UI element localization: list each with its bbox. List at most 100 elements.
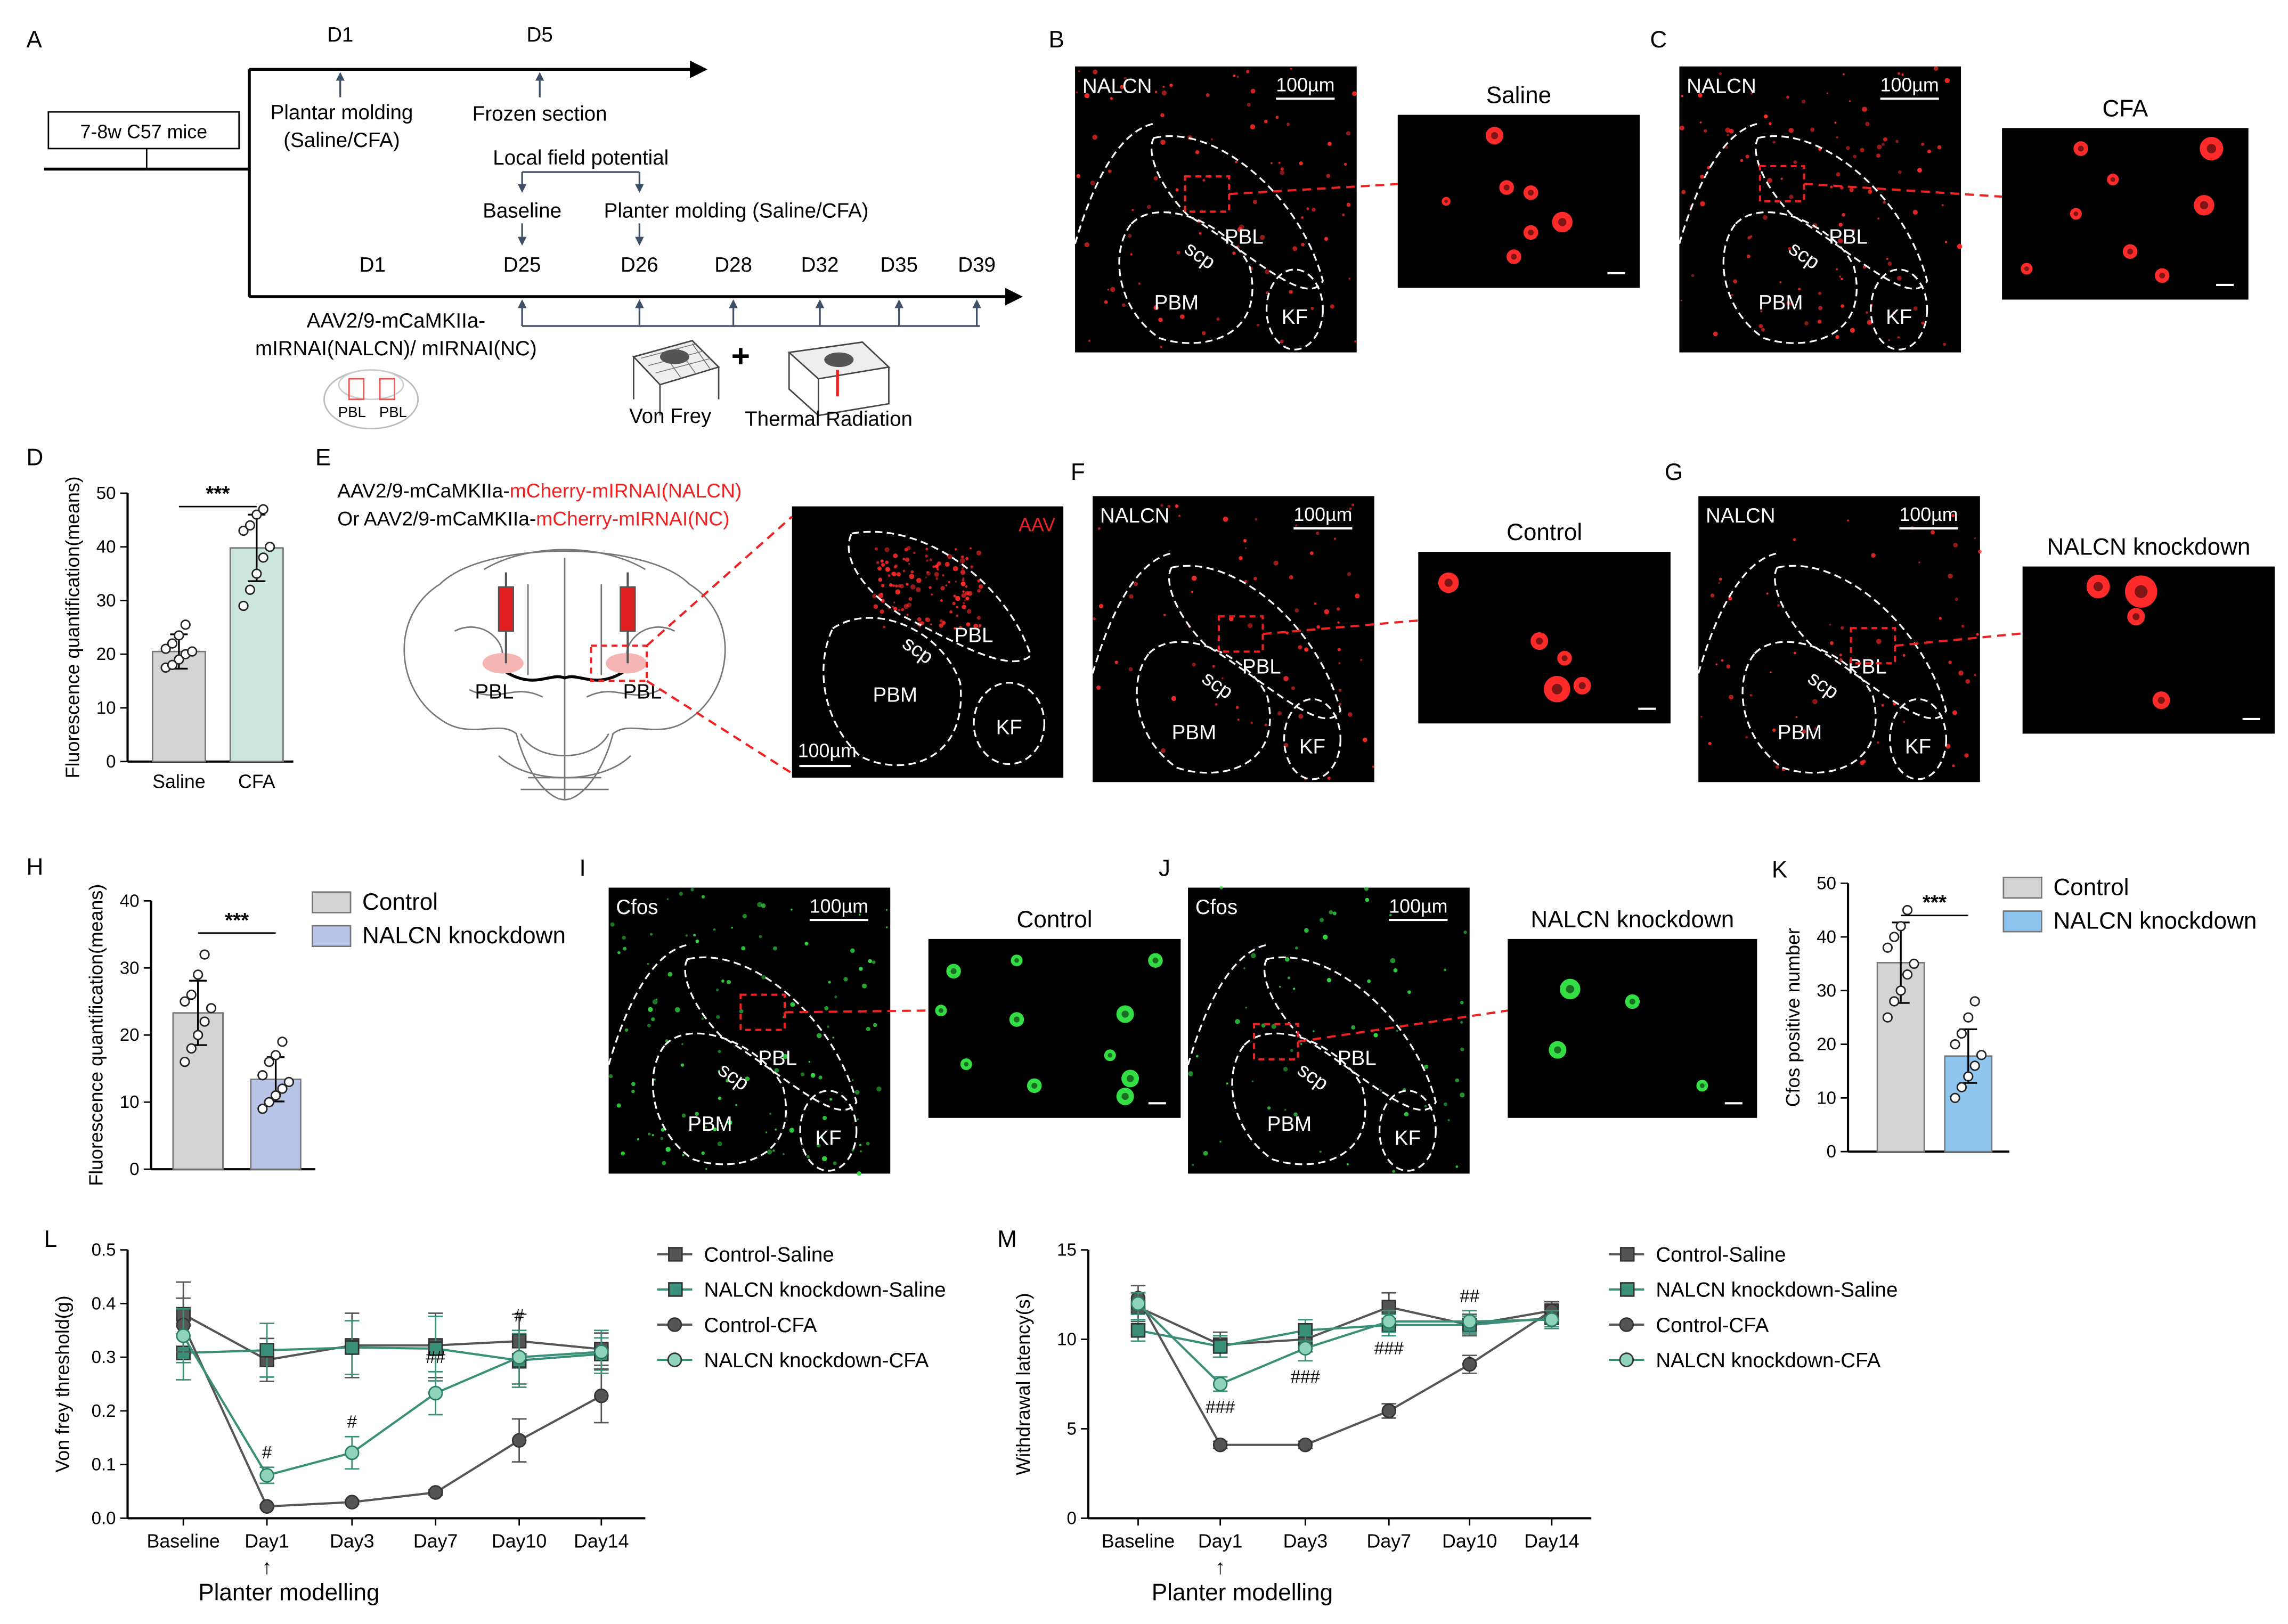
- channel-label: Cfos: [616, 896, 658, 919]
- signal-dot: [1167, 504, 1171, 508]
- marker: [428, 1341, 443, 1356]
- signal-dot: [1777, 604, 1780, 607]
- outline: [607, 944, 688, 1065]
- signal-dot: [1178, 515, 1181, 517]
- signal-dot: [908, 597, 913, 601]
- inset-title: Control: [1017, 907, 1093, 933]
- signal-dot: [1195, 150, 1200, 154]
- signal-dot: [1278, 161, 1281, 164]
- signal-dot: [893, 553, 898, 558]
- signal-dot: [818, 1075, 823, 1080]
- signal-dot: [775, 1128, 777, 1131]
- signal-dot: [1123, 77, 1127, 80]
- signal-dot: [1192, 1163, 1194, 1166]
- tick-label: 5: [1066, 1418, 1076, 1438]
- marker: [1298, 1341, 1313, 1356]
- pbm-outline: [1741, 641, 1877, 774]
- signal-dot: [1802, 729, 1806, 734]
- signal-dot: [885, 560, 889, 565]
- inset-title: NALCN knockdown: [1530, 907, 1734, 933]
- signal-dot: [617, 951, 621, 954]
- series-line: [183, 1346, 601, 1362]
- pbl-outline: [1168, 565, 1342, 720]
- micrograph: [1093, 496, 1374, 782]
- signal-dot: [1953, 542, 1958, 548]
- signal-dot: [1362, 737, 1367, 742]
- cell-center: [1444, 578, 1453, 587]
- signal-dot: [1316, 532, 1320, 535]
- cell-center: [1561, 655, 1568, 662]
- signal-dot: [1250, 124, 1256, 129]
- signal-dot: [1895, 140, 1899, 143]
- category-label: CFA: [238, 771, 275, 792]
- signal-dot: [881, 584, 885, 587]
- marker: [1130, 1296, 1146, 1311]
- day-label: D28: [714, 254, 752, 276]
- signal-dot: [651, 1017, 655, 1022]
- data-point: [245, 520, 256, 531]
- signal-dot: [1829, 623, 1831, 626]
- signal-dot: [1761, 328, 1765, 332]
- panel-label: A: [27, 27, 43, 53]
- signal-dot: [1176, 250, 1180, 255]
- signal-dot: [824, 1006, 829, 1010]
- signal-dot: [1728, 597, 1732, 601]
- signal-dot: [978, 584, 983, 589]
- signal-dot: [1161, 90, 1167, 96]
- panel-label: M: [997, 1226, 1017, 1252]
- signal-dot: [1786, 301, 1791, 305]
- von-frey-label: Von Frey: [629, 405, 712, 428]
- signal-dot: [735, 1104, 738, 1106]
- signal-dot: [1289, 575, 1293, 580]
- signal-dot: [1836, 136, 1838, 139]
- day-label: D39: [958, 254, 996, 276]
- panel-label: I: [580, 855, 586, 882]
- signal-dot: [1841, 278, 1843, 281]
- signal-dot: [757, 902, 762, 908]
- signal-dot: [631, 1082, 636, 1087]
- signal-dot: [1789, 194, 1794, 199]
- tick-label: 40: [120, 891, 140, 910]
- x-tick-label: Day1: [245, 1530, 289, 1552]
- thermal-label: Thermal Radiation: [745, 407, 913, 430]
- marker: [345, 1445, 360, 1460]
- svg-text:PBL: PBL: [379, 404, 407, 420]
- signal-dot: [1776, 765, 1779, 769]
- signal-dot: [1179, 314, 1185, 319]
- signal-dot: [1271, 1024, 1276, 1029]
- svg-text:PBL: PBL: [475, 680, 514, 703]
- signal-dot: [1699, 121, 1702, 124]
- series-line: [1137, 1297, 1553, 1446]
- signal-dot: [667, 972, 673, 977]
- signal-dot: [1280, 167, 1284, 171]
- signal-dot: [1786, 95, 1789, 99]
- cell-center: [1528, 190, 1534, 196]
- tick-label: 0: [1827, 1141, 1836, 1161]
- marker: [1462, 1314, 1477, 1329]
- signal-dot: [1877, 741, 1879, 744]
- signal-dot: [1199, 232, 1202, 235]
- signal-dot: [1337, 648, 1341, 651]
- region-label: PBL: [1242, 655, 1281, 678]
- signal-dot: [680, 1063, 685, 1067]
- signal-dot: [1842, 213, 1846, 217]
- signal-dot: [1285, 631, 1289, 635]
- pbm-outline: [823, 617, 962, 766]
- svg-text:PBL: PBL: [623, 680, 662, 703]
- signal-dot: [1188, 1071, 1193, 1076]
- signal-dot: [883, 625, 886, 629]
- signal-dot: [874, 547, 878, 551]
- signal-dot: [961, 593, 966, 598]
- signal-dot: [682, 1154, 685, 1156]
- signal-dot: [1346, 1163, 1349, 1166]
- legend-marker: [1619, 1282, 1635, 1297]
- region-label: KF: [1886, 306, 1912, 329]
- signal-dot: [834, 995, 837, 999]
- signal-dot: [1868, 189, 1872, 194]
- data-point: [258, 552, 268, 563]
- data-point: [193, 969, 203, 980]
- data-point: [167, 659, 178, 671]
- signal-dot: [1243, 539, 1247, 543]
- signal-dot: [1324, 609, 1330, 615]
